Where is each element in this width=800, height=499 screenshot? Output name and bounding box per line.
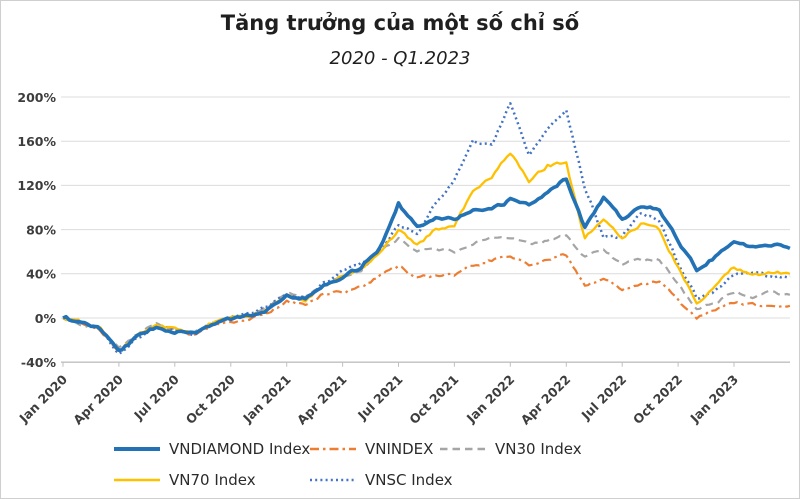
y-tick-label: 200% xyxy=(17,90,56,105)
x-tick-label: Oct 2020 xyxy=(183,372,238,427)
y-tick-label: -40% xyxy=(21,355,57,370)
x-tick-label: Jan 2021 xyxy=(239,372,294,427)
legend-item-vnindex: VNINDEX xyxy=(309,439,433,459)
x-tick-label: Jan 2023 xyxy=(687,372,742,427)
legend-label: VNINDEX xyxy=(365,440,434,458)
x-tick-label: Apr 2021 xyxy=(294,372,350,428)
y-tick-label: 0% xyxy=(35,311,57,326)
line-marker-icon xyxy=(440,447,486,451)
legend-label: VNDIAMOND Index xyxy=(169,440,311,458)
y-axis-labels: -40% 0% 40% 80% 120% 160% 200% xyxy=(17,90,56,370)
line-marker-icon xyxy=(310,478,356,482)
x-tick-label: Oct 2021 xyxy=(406,372,461,427)
series-lines xyxy=(62,102,791,355)
x-tick-label: Jan 2020 xyxy=(16,372,71,427)
x-tick-label: Jul 2022 xyxy=(578,372,630,424)
legend-label: VN30 Index xyxy=(495,440,582,458)
chart-title: Tăng trưởng của một số chỉ số xyxy=(220,11,580,35)
x-tick-label: Jan 2022 xyxy=(463,372,518,427)
x-tick-label: Jul 2020 xyxy=(130,372,182,424)
series-line-vndiamond-index xyxy=(62,177,791,353)
legend-item-vn70-index: VN70 Index xyxy=(113,470,256,490)
x-axis-labels: Jan 2020 Apr 2020 Jul 2020 Oct 2020 Jan 2021… xyxy=(16,362,742,428)
line-marker-icon xyxy=(310,447,356,451)
y-tick-label: 40% xyxy=(26,267,56,282)
y-tick-label: 120% xyxy=(17,178,56,193)
series-line-vnindex xyxy=(62,253,791,354)
line-marker-icon xyxy=(114,447,160,451)
x-tick-label: Oct 2022 xyxy=(630,372,685,427)
chart-subtitle: 2020 - Q1.2023 xyxy=(329,48,471,69)
legend-label: VNSC Index xyxy=(365,471,453,489)
x-tick-label: Apr 2022 xyxy=(518,372,574,428)
legend-item-vn30-index: VN30 Index xyxy=(439,439,582,459)
legend-item-vndiamond-index: VNDIAMOND Index xyxy=(113,439,310,459)
y-tick-label: 160% xyxy=(17,134,56,149)
line-marker-icon xyxy=(114,478,160,482)
x-tick-label: Apr 2020 xyxy=(70,372,126,428)
y-tick-label: 80% xyxy=(26,222,56,237)
legend-item-vnsc-index: VNSC Index xyxy=(309,470,453,490)
plot-area: -40% 0% 40% 80% 120% 160% 200% Jan 2020 Apr 2020… xyxy=(16,90,791,428)
gridlines xyxy=(61,96,790,363)
legend-label: VN70 Index xyxy=(169,471,256,489)
x-tick-label: Jul 2021 xyxy=(354,372,406,424)
series-line-vn70-index xyxy=(62,152,791,352)
